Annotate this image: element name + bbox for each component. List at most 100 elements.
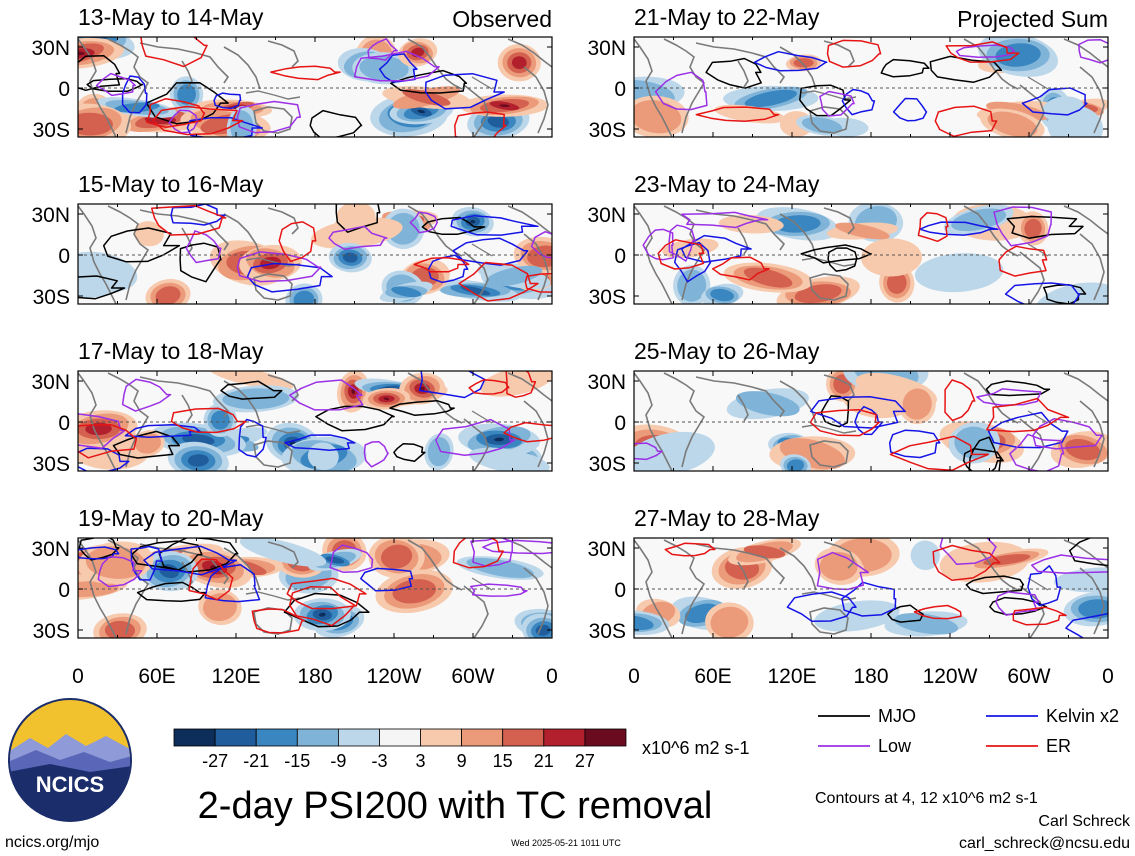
contour-kelvin-x2 bbox=[450, 214, 539, 236]
positive-anomaly bbox=[511, 56, 527, 70]
contour-low bbox=[642, 228, 674, 261]
contour-mjo bbox=[985, 380, 1051, 397]
positive-anomaly bbox=[383, 397, 390, 401]
contour-low bbox=[97, 555, 143, 588]
contour-er bbox=[140, 37, 208, 68]
positive-anomaly bbox=[499, 104, 510, 108]
contour-er bbox=[913, 604, 962, 620]
longitude-label: 60W bbox=[1007, 665, 1050, 688]
map-panel: 30N 0 30S 19-May to 20-May bbox=[31, 505, 553, 643]
chart-title: 2-day PSI200 with TC removal bbox=[198, 785, 713, 827]
contour-er bbox=[270, 65, 341, 81]
contour-low bbox=[976, 388, 1042, 406]
contour-kelvin-x2 bbox=[841, 581, 897, 617]
colorbar-swatch bbox=[379, 728, 421, 747]
contour-low bbox=[329, 544, 374, 573]
latitude-label: 30S bbox=[33, 453, 70, 476]
contour-kelvin-x2 bbox=[892, 97, 928, 122]
positive-anomaly bbox=[710, 606, 749, 638]
longitude-label: 60W bbox=[451, 665, 494, 688]
contour-er bbox=[152, 105, 244, 136]
contour-er bbox=[998, 245, 1048, 277]
positive-anomaly bbox=[861, 238, 922, 277]
negative-anomaly bbox=[293, 290, 315, 304]
contour-low bbox=[435, 418, 516, 456]
contour-er bbox=[944, 379, 976, 422]
positive-anomaly bbox=[902, 388, 932, 420]
logo-text: NCICS bbox=[36, 772, 104, 797]
contour-kelvin-x2 bbox=[418, 371, 487, 399]
contour-low bbox=[121, 378, 172, 412]
map-panel: 30N 0 30S 17-May to 18-May bbox=[31, 338, 553, 476]
colorbar-swatch bbox=[173, 728, 216, 747]
latitude-label: 0 bbox=[58, 579, 70, 602]
contour-er bbox=[711, 256, 770, 281]
contour-mjo bbox=[962, 448, 1004, 471]
panel-title: 21-May to 22-May bbox=[634, 4, 820, 30]
colorbar-tick-label: 27 bbox=[575, 751, 595, 771]
contour-low bbox=[236, 251, 322, 283]
contour-kelvin-x2 bbox=[1065, 612, 1108, 638]
positive-anomaly bbox=[311, 217, 403, 249]
contour-low bbox=[1031, 554, 1108, 574]
contour-kelvin-x2 bbox=[673, 241, 712, 283]
contour-kelvin-x2 bbox=[143, 545, 238, 576]
latitude-label: 30S bbox=[33, 119, 70, 142]
contour-kelvin-x2 bbox=[78, 447, 130, 471]
contour-er bbox=[657, 239, 705, 270]
colorbar-tick-label: 15 bbox=[493, 751, 513, 771]
latitude-label: 0 bbox=[58, 245, 70, 268]
contour-low bbox=[469, 583, 528, 597]
contour-low bbox=[955, 44, 1015, 58]
negative-anomaly bbox=[469, 447, 550, 471]
positive-anomaly bbox=[835, 222, 890, 240]
longitude-label: 180 bbox=[853, 665, 888, 688]
contour-er bbox=[695, 106, 780, 122]
contour-er bbox=[826, 39, 882, 68]
colorbar-tick-label: 3 bbox=[415, 751, 425, 771]
contour-kelvin-x2 bbox=[130, 545, 163, 581]
negative-anomaly bbox=[343, 252, 358, 263]
latitude-label: 30N bbox=[587, 37, 626, 60]
negative-anomaly bbox=[417, 109, 426, 114]
contour-mjo bbox=[929, 55, 1003, 83]
negative-anomaly bbox=[494, 437, 504, 442]
map-panel: 30N 0 30S 23-May to 24-May bbox=[587, 171, 1109, 309]
contour-low bbox=[367, 38, 399, 61]
panel-title: 25-May to 26-May bbox=[634, 338, 820, 364]
legend-label: Low bbox=[878, 736, 912, 756]
positive-anomaly bbox=[886, 271, 907, 294]
contour-mjo bbox=[283, 592, 370, 628]
contour-mjo bbox=[1006, 215, 1084, 239]
column-label: Observed bbox=[452, 6, 552, 32]
latitude-label: 30N bbox=[587, 538, 626, 561]
contour-low bbox=[995, 591, 1040, 616]
map-panel: 30N 0 30S 25-May to 26-May bbox=[587, 338, 1109, 476]
contour-low bbox=[328, 225, 388, 250]
contour-mjo bbox=[158, 538, 239, 573]
contour-low bbox=[363, 441, 389, 468]
contour-mjo bbox=[965, 575, 1025, 595]
panel-title: 13-May to 14-May bbox=[78, 4, 264, 30]
colorbar-swatch bbox=[214, 728, 257, 747]
colorbar-swatch bbox=[337, 728, 380, 747]
positive-anomaly bbox=[203, 593, 237, 622]
contour-er bbox=[468, 379, 510, 395]
legend-label: Kelvin x2 bbox=[1046, 706, 1119, 726]
contour-mjo bbox=[179, 242, 222, 283]
latitude-label: 0 bbox=[614, 78, 626, 101]
footer-email: carl_schreck@ncsu.edu bbox=[959, 835, 1130, 852]
negative-anomaly bbox=[774, 215, 821, 233]
positive-anomaly bbox=[133, 221, 164, 247]
negative-anomaly bbox=[535, 624, 551, 636]
contour-kelvin-x2 bbox=[1021, 87, 1088, 116]
panel-title: 19-May to 20-May bbox=[78, 505, 264, 531]
contour-er bbox=[1012, 606, 1067, 626]
contour-er bbox=[986, 397, 1070, 433]
negative-anomaly bbox=[710, 288, 734, 302]
longitude-label: 60E bbox=[138, 665, 175, 688]
contour-er bbox=[505, 371, 537, 398]
contour-kelvin-x2 bbox=[284, 434, 356, 451]
contour-low bbox=[819, 90, 855, 117]
colorbar: -27 -21 -15 -9 -3 3 9 15 21 27 bbox=[173, 728, 627, 771]
